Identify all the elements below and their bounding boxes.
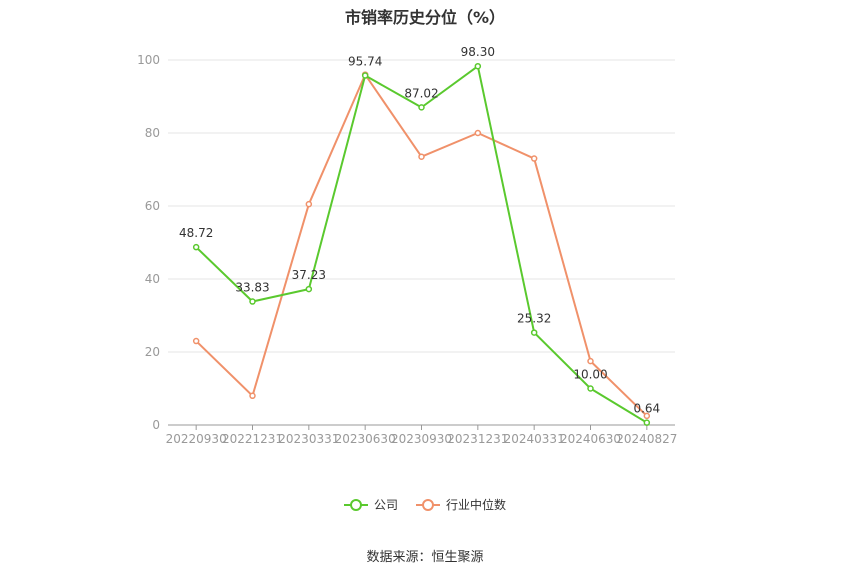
point-company-20240331 bbox=[530, 329, 538, 336]
legend-label-industry-median: 行业中位数 bbox=[446, 498, 507, 512]
y-tick-label-100: 100 bbox=[137, 53, 160, 67]
legend-item-industry-median[interactable]: 行业中位数 bbox=[416, 496, 506, 513]
point-industry-median-20220930 bbox=[192, 337, 200, 345]
point-company-20230331 bbox=[305, 285, 313, 293]
data-label-company-20240827: 0.64 bbox=[633, 402, 660, 416]
data-label-company-20230331: 37.23 bbox=[292, 268, 326, 282]
y-tick-label-0: 0 bbox=[152, 418, 160, 432]
data-label-company-20221231: 33.83 bbox=[235, 281, 269, 295]
data-label-company-20240630: 10.00 bbox=[573, 368, 607, 382]
legend-label-company: 公司 bbox=[373, 498, 398, 512]
legend-item-company[interactable]: 公司 bbox=[343, 496, 398, 513]
data-label-company-20231231: 98.30 bbox=[461, 45, 495, 59]
point-industry-median-20221231 bbox=[249, 392, 256, 400]
y-tick-label-60: 60 bbox=[145, 199, 160, 213]
y-tick-label-20: 20 bbox=[145, 345, 160, 359]
point-industry-median-20240630 bbox=[587, 357, 594, 365]
point-industry-median-20230331 bbox=[305, 200, 313, 208]
point-company-20230630 bbox=[361, 72, 369, 79]
point-company-20231231 bbox=[474, 62, 482, 70]
point-industry-median-20230930 bbox=[418, 153, 425, 160]
point-company-20240827 bbox=[643, 419, 651, 426]
legend: 公司 行业中位数 bbox=[0, 496, 850, 513]
x-tick-label-20221231: 20221231 bbox=[222, 432, 283, 446]
point-company-20220930 bbox=[192, 243, 200, 251]
y-tick-label-80: 80 bbox=[145, 126, 160, 140]
x-tick-label-20231231: 20231231 bbox=[447, 432, 508, 446]
point-industry-median-20231231 bbox=[474, 129, 482, 137]
point-company-20240630 bbox=[587, 385, 594, 392]
data-label-company-20230630: 95.74 bbox=[348, 55, 382, 69]
point-company-20230930 bbox=[418, 104, 425, 111]
series-line-industry-median bbox=[195, 73, 648, 417]
x-tick-label-20240331: 20240331 bbox=[504, 432, 565, 446]
point-industry-median-20240331 bbox=[530, 155, 538, 162]
chart-title: 市销率历史分位（%） bbox=[344, 8, 506, 27]
x-tick-label-20230630: 20230630 bbox=[335, 432, 396, 446]
legend-swatch-company bbox=[343, 498, 368, 512]
data-label-company-20220930: 48.72 bbox=[179, 226, 213, 240]
point-industry-median-20240827 bbox=[643, 412, 651, 420]
point-company-20221231 bbox=[249, 298, 256, 305]
legend-swatch-industry-median bbox=[416, 498, 440, 512]
x-tick-label-20240630: 20240630 bbox=[560, 432, 621, 446]
x-tick-label-20230331: 20230331 bbox=[278, 432, 339, 446]
data-label-company-20240331: 25.32 bbox=[517, 312, 551, 326]
x-tick-label-20220930: 20220930 bbox=[166, 432, 227, 446]
x-tick-label-20230930: 20230930 bbox=[391, 432, 452, 446]
source-note: 数据来源：恒生聚源 bbox=[366, 550, 484, 565]
x-tick-label-20240827: 20240827 bbox=[616, 432, 677, 446]
y-tick-label-40: 40 bbox=[145, 272, 160, 286]
data-label-company-20230930: 87.02 bbox=[404, 86, 438, 100]
